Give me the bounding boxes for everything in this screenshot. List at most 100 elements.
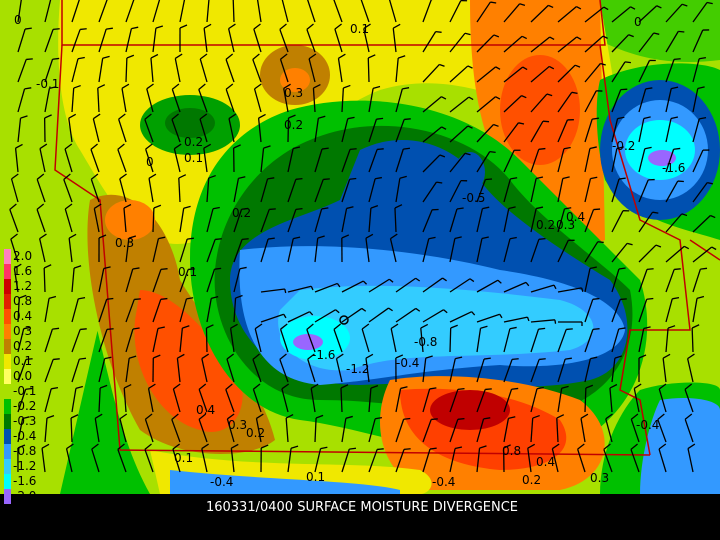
wind-barb bbox=[584, 178, 592, 203]
wind-barb-flag bbox=[212, 206, 220, 210]
wind-barb bbox=[368, 449, 378, 473]
wind-barb bbox=[692, 215, 711, 233]
wind-barb-flag bbox=[522, 66, 528, 71]
wind-barb-flag bbox=[97, 84, 106, 89]
wind-barb-flag bbox=[64, 203, 73, 210]
wind-barb-flag bbox=[308, 53, 317, 60]
wind-barb bbox=[148, 178, 154, 203]
wind-barb bbox=[17, 88, 26, 113]
wind-barb bbox=[71, 329, 81, 353]
wind-barb bbox=[314, 448, 322, 473]
wind-barb bbox=[665, 3, 683, 23]
wind-barb-flag bbox=[25, 358, 33, 361]
wind-barb-flag bbox=[638, 354, 647, 359]
wind-barb bbox=[144, 449, 154, 473]
wind-barb bbox=[206, 208, 214, 233]
wind-barb bbox=[580, 418, 586, 443]
wind-barb-flag bbox=[687, 443, 696, 450]
wind-barb-flag bbox=[624, 61, 631, 64]
wind-barb bbox=[118, 118, 127, 143]
wind-barb-flag bbox=[269, 208, 276, 211]
wind-barb bbox=[665, 269, 675, 293]
wind-barb bbox=[206, 268, 216, 293]
wind-barb bbox=[39, 238, 46, 263]
wind-barb bbox=[287, 179, 297, 203]
wind-barb bbox=[449, 419, 459, 443]
wind-barb bbox=[605, 418, 613, 443]
wind-barb bbox=[530, 93, 548, 113]
wind-barb-flag bbox=[345, 415, 353, 419]
wind-barb-flag bbox=[696, 295, 705, 299]
wind-barb bbox=[71, 58, 79, 83]
contour-label: -0.8 bbox=[414, 335, 437, 349]
wind-barb bbox=[199, 58, 208, 83]
wind-barb bbox=[530, 319, 555, 323]
wind-barb bbox=[179, 298, 188, 323]
wind-barb bbox=[9, 209, 19, 233]
contour-label: 0.4 bbox=[566, 210, 585, 224]
wind-barb bbox=[152, 269, 162, 293]
wind-barb-flag bbox=[525, 281, 530, 287]
wind-barb bbox=[449, 208, 458, 233]
wind-barb-flag bbox=[144, 443, 152, 450]
wind-barb bbox=[368, 149, 378, 173]
wind-barb bbox=[98, 0, 108, 23]
wind-barb-flag bbox=[349, 177, 357, 180]
wind-barb bbox=[658, 448, 667, 473]
wind-barb-flag bbox=[539, 358, 546, 361]
wind-barb-flag bbox=[279, 353, 287, 360]
wind-barb-flag bbox=[123, 203, 132, 209]
wind-barb-flag bbox=[592, 117, 599, 120]
wind-barb bbox=[422, 96, 442, 113]
wind-barb bbox=[17, 418, 24, 443]
wind-barb bbox=[279, 58, 289, 83]
wind-barb-flag bbox=[225, 53, 234, 60]
wind-barb bbox=[611, 148, 618, 173]
wind-barb bbox=[658, 388, 667, 413]
wind-barb bbox=[422, 309, 444, 323]
wind-barb-flag bbox=[441, 96, 447, 100]
wind-barb-flag bbox=[656, 5, 662, 9]
legend-swatch bbox=[4, 429, 11, 444]
wind-barb bbox=[306, 29, 316, 53]
wind-barb-flag bbox=[363, 23, 371, 30]
wind-barb-flag bbox=[644, 146, 652, 150]
wind-barb bbox=[584, 6, 605, 23]
wind-barb bbox=[98, 358, 106, 383]
contour-label: 0 bbox=[146, 155, 154, 169]
wind-barb-flag bbox=[428, 236, 436, 240]
wind-barb-flag bbox=[52, 327, 60, 330]
wind-barb bbox=[227, 28, 235, 53]
wind-barb-flag bbox=[338, 53, 346, 59]
legend-swatch bbox=[4, 474, 11, 489]
wind-barb bbox=[665, 31, 679, 53]
wind-barb-flag bbox=[254, 83, 262, 90]
wind-barb bbox=[530, 120, 544, 143]
wind-barb bbox=[152, 0, 161, 23]
wind-barb bbox=[172, 388, 181, 413]
map-title: 160331/0400 SURFACE MOISTURE DIVERGENCE bbox=[206, 500, 518, 515]
wind-barb bbox=[422, 358, 427, 383]
wind-barb-flag bbox=[509, 236, 517, 240]
wind-barb-flag bbox=[362, 280, 368, 285]
wind-barb bbox=[395, 178, 401, 203]
wind-barb bbox=[287, 285, 312, 293]
wind-barb bbox=[665, 88, 672, 113]
wind-barb bbox=[44, 298, 50, 323]
wind-barb bbox=[341, 418, 347, 443]
wind-barb-flag bbox=[160, 268, 168, 271]
wind-barb-flag bbox=[306, 323, 314, 330]
wind-barb-flag bbox=[68, 113, 77, 119]
wind-barb-flag bbox=[347, 116, 355, 120]
wind-barb-flag bbox=[199, 113, 208, 120]
wind-barb-flag bbox=[538, 237, 546, 240]
wind-barb bbox=[198, 89, 208, 113]
wind-barb bbox=[422, 448, 431, 473]
wind-barb bbox=[17, 59, 27, 83]
wind-barb bbox=[172, 448, 181, 473]
wind-barb-flag bbox=[450, 324, 458, 329]
wind-barb-flag bbox=[24, 87, 32, 90]
wind-barb bbox=[260, 313, 284, 323]
wind-barb-flag bbox=[106, 27, 113, 30]
wind-barb bbox=[611, 299, 621, 323]
